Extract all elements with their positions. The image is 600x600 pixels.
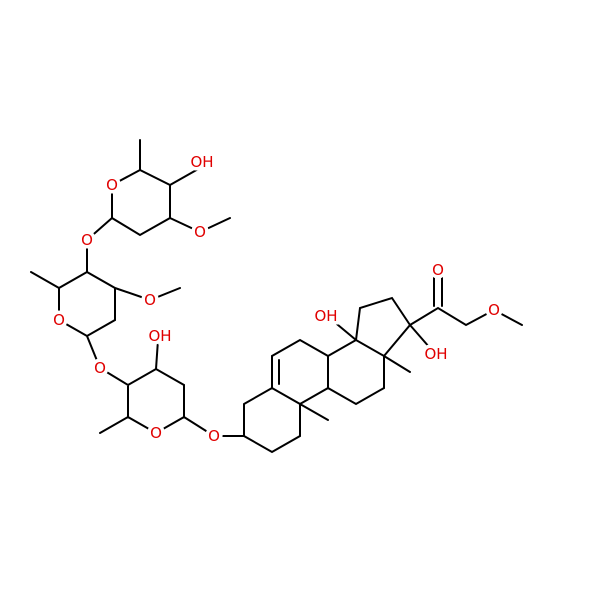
atom-label: O [106, 176, 118, 194]
atom-label: OH [148, 327, 171, 345]
atom-label: O [150, 424, 162, 442]
atom-label: OH [314, 307, 337, 325]
atom-label: O [432, 261, 444, 279]
atom-label: O [144, 291, 156, 309]
bonds [30, 139, 523, 454]
atom-label: O [94, 359, 106, 377]
atom-label: OH [424, 345, 447, 363]
atom-label: O [208, 427, 220, 445]
atom-label: O [488, 301, 500, 319]
atom-label: O [81, 231, 93, 249]
atom-label: O [194, 223, 206, 241]
atom-label: O [53, 311, 65, 329]
atom-label: OH [190, 153, 213, 171]
